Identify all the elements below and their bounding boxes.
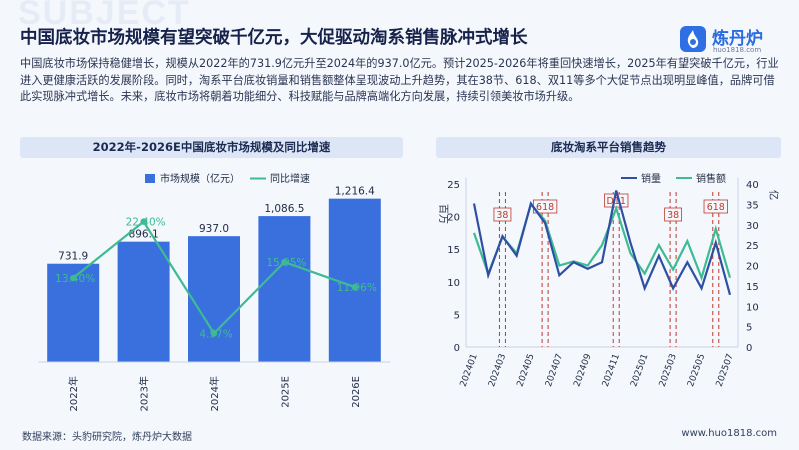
right-axis-title: 亿 <box>767 190 780 200</box>
intro-paragraph: 中国底妆市场保持稳健增长，规模从2022年的731.9亿元升至2024年的937… <box>20 57 779 103</box>
x-tick-label: 2025E <box>280 376 291 408</box>
right-tick-label: 15 <box>746 282 759 293</box>
event-label: D11 <box>607 196 626 207</box>
event-label-box <box>703 199 728 214</box>
right-tick-label: 25 <box>746 241 759 252</box>
left-tick-label: 20 <box>447 213 460 224</box>
x-tick-label: 202409 <box>572 352 593 388</box>
left-chart-title: 2022年-2026E中国底妆市场规模及同比增速 <box>20 137 403 158</box>
footer-site-link[interactable]: www.huo1818.com <box>681 428 777 439</box>
x-tick-label: 202407 <box>544 353 565 389</box>
event-label-box <box>664 207 683 222</box>
background-watermark: SUBJECT <box>18 0 191 32</box>
bar <box>258 216 311 362</box>
event-label: 38 <box>496 210 508 221</box>
volume-line <box>472 190 732 296</box>
data-source: 数据来源：头豹研究院，炼丹炉大数据 <box>22 432 192 443</box>
logo-name: 炼丹炉 <box>712 29 763 49</box>
brand-logo[interactable]: 炼丹炉 huo1818.com <box>680 22 790 56</box>
growth-point <box>140 218 147 225</box>
right-chart-title: 底妆淘系平台销售趋势 <box>436 137 781 158</box>
bar-value-label: 731.9 <box>58 251 88 263</box>
left-tick-label: 25 <box>447 180 460 191</box>
growth-value-label: 22.40% <box>126 217 166 229</box>
event-label-box <box>493 207 512 222</box>
growth-value-label: 11.96% <box>337 282 377 294</box>
growth-value-label: 13.40% <box>55 273 95 285</box>
bar-value-label: 1,086.5 <box>264 203 304 215</box>
taobao-sales-trend-chart: 销量 销售额百万亿05101520250510152025303540202401… <box>437 172 780 389</box>
logo-url: huo1818.com <box>713 46 762 54</box>
right-tick-label: 0 <box>746 343 752 354</box>
sales-line <box>472 202 732 282</box>
legend-bar-swatch <box>145 174 155 183</box>
bar <box>117 241 170 362</box>
left-tick-label: 15 <box>447 245 460 256</box>
x-tick-label: 202403 <box>487 353 508 389</box>
flame-logo-icon <box>680 26 706 52</box>
x-tick-label: 2023年 <box>138 376 151 411</box>
growth-point <box>351 283 358 291</box>
left-axis-title: 百万 <box>437 204 449 224</box>
right-tick-label: 35 <box>746 200 759 211</box>
growth-point <box>281 258 288 266</box>
growth-point <box>210 330 218 337</box>
bar <box>188 236 240 362</box>
bar-value-label: 1,216.4 <box>335 186 375 198</box>
growth-value-label: 15.95% <box>266 257 306 269</box>
x-tick-label: 2024年 <box>208 376 221 411</box>
page-title: 中国底妆市场规模有望突破千亿元，大促驱动淘系销售脉冲式增长 <box>20 28 528 48</box>
x-tick-label: 202505 <box>686 353 707 389</box>
right-tick-label: 40 <box>746 180 759 191</box>
event-label: 38 <box>667 210 679 221</box>
legend-sales-label: 销售额 <box>696 172 726 185</box>
event-label: 618 <box>707 202 725 213</box>
x-tick-label: 202507 <box>715 353 736 389</box>
x-tick-label: 202503 <box>658 353 679 389</box>
right-tick-label: 30 <box>746 221 759 232</box>
left-tick-label: 0 <box>454 343 460 354</box>
market-size-chart: 市场规模（亿元） 同比增速731.92022年896.12023年937.0202… <box>38 172 390 411</box>
legend-growth-label: 同比增速 <box>270 172 310 185</box>
left-tick-label: 5 <box>454 310 460 321</box>
growth-value-label: 4.57% <box>199 328 232 340</box>
x-tick-label: 2026E <box>351 376 362 408</box>
event-label: 618 <box>536 202 554 213</box>
growth-point <box>70 274 77 282</box>
x-tick-label: 202501 <box>629 353 650 389</box>
right-tick-label: 20 <box>746 262 759 273</box>
x-tick-label: 202401 <box>459 353 480 389</box>
legend-bar-label: 市场规模（亿元） <box>160 172 240 185</box>
legend-volume-label: 销量 <box>641 172 661 185</box>
right-tick-label: 5 <box>746 323 752 334</box>
x-tick-label: 202405 <box>516 353 537 389</box>
left-tick-label: 10 <box>447 278 460 289</box>
x-tick-label: 2022年 <box>67 376 80 411</box>
x-tick-label: 202411 <box>601 353 622 389</box>
right-tick-label: 10 <box>746 302 759 313</box>
bar-value-label: 937.0 <box>199 223 229 235</box>
